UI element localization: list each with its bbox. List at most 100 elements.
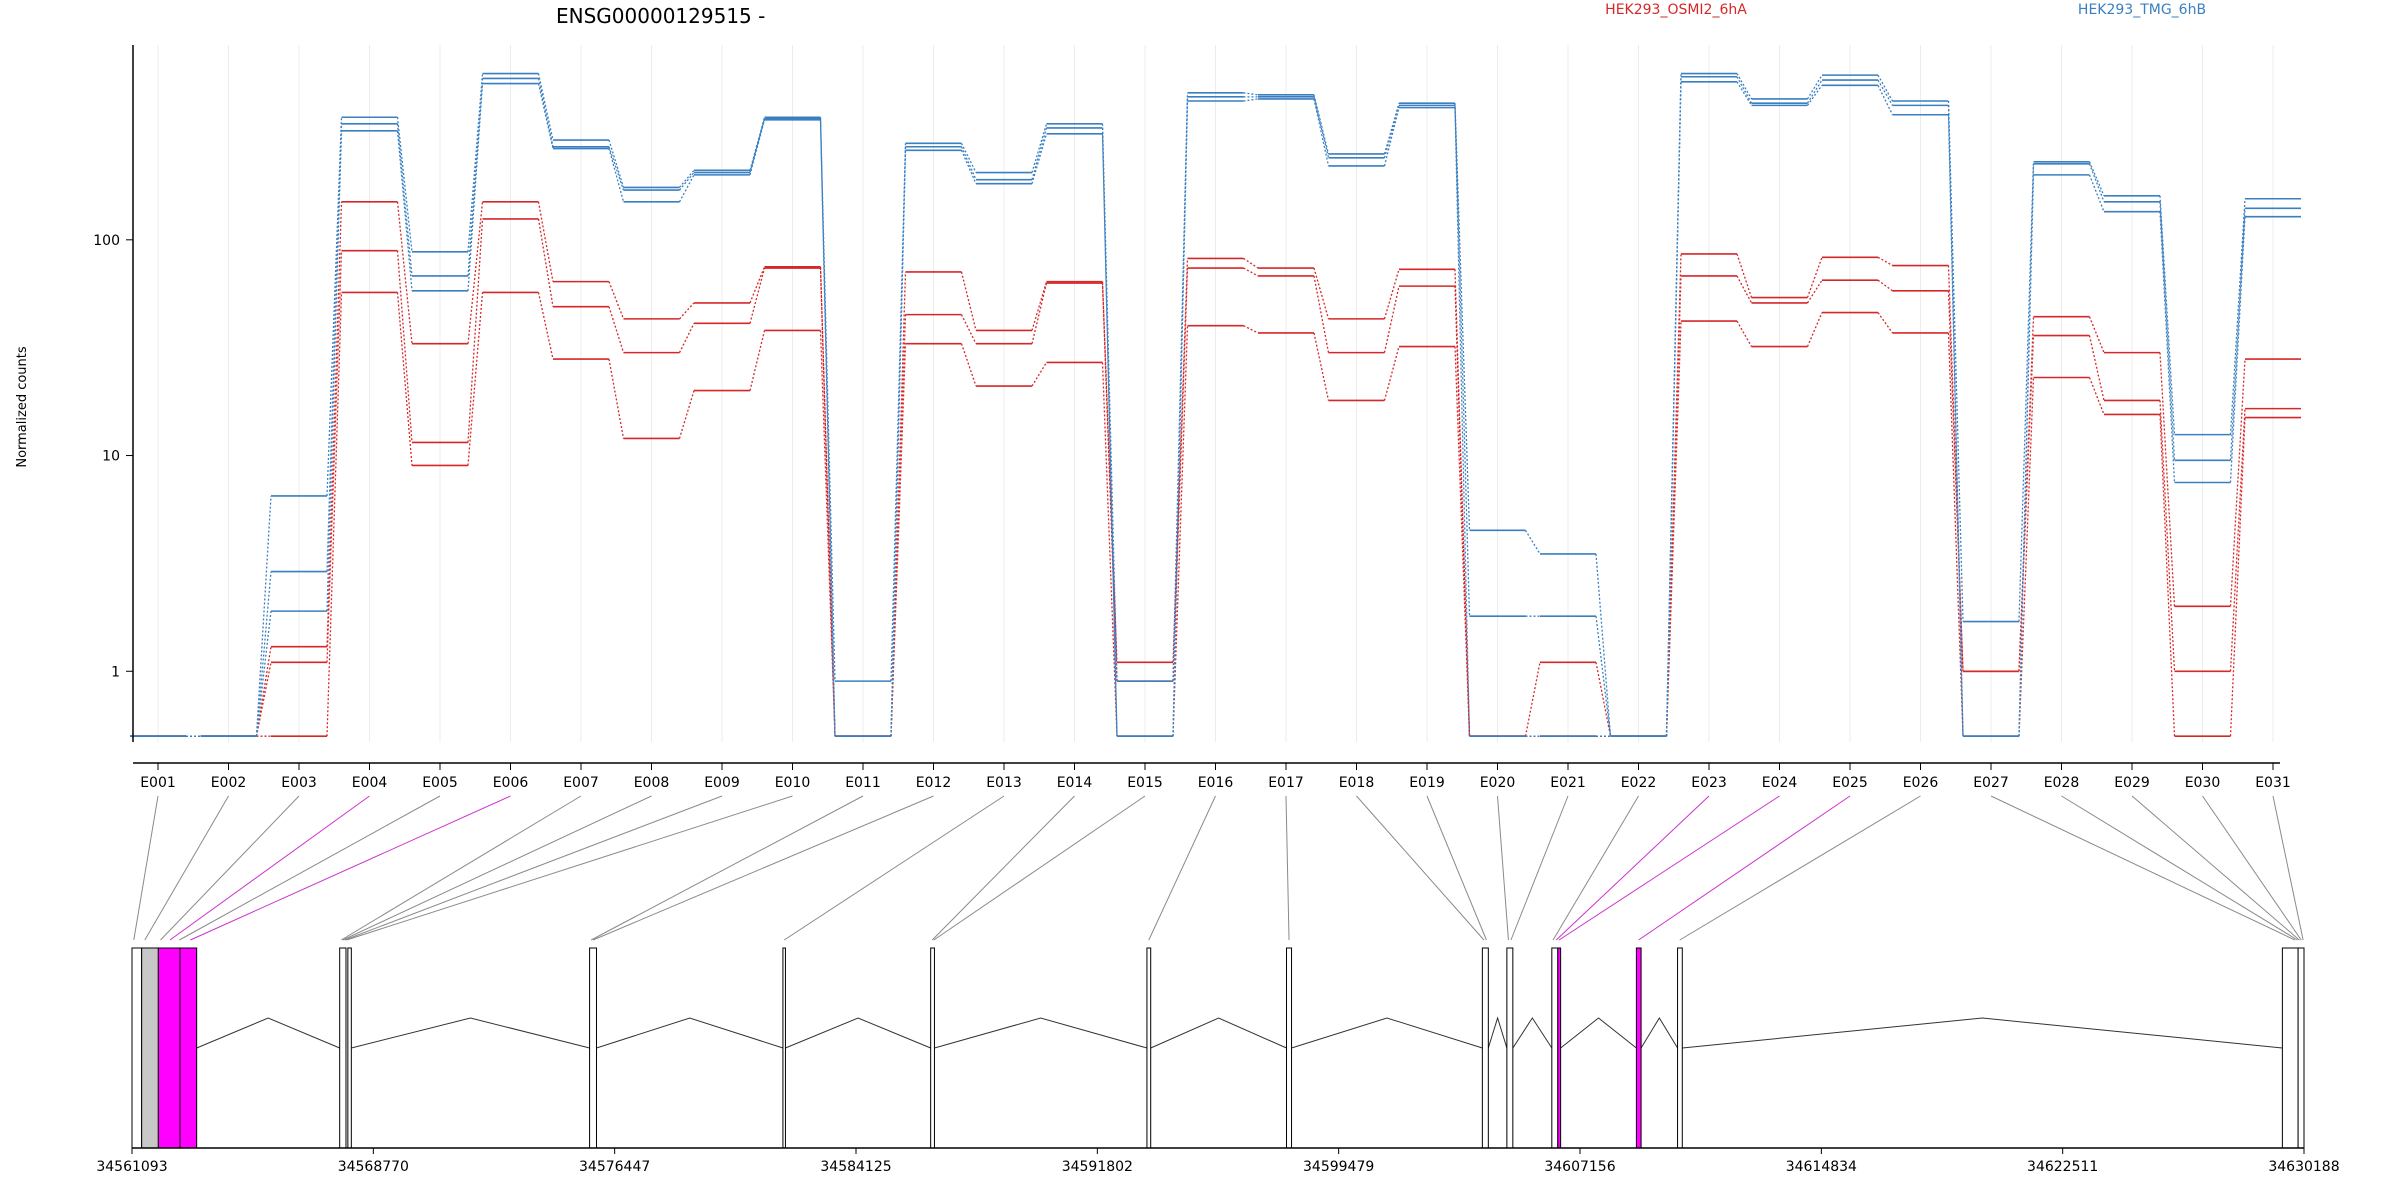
series-6-connector <box>1383 107 1400 167</box>
x-tick-label-e027: E027 <box>1973 775 2009 791</box>
series-4-connector <box>1383 102 1400 155</box>
series-3-connector <box>1172 325 1189 737</box>
exon-block-3 <box>157 947 181 1149</box>
series-6-connector <box>890 150 907 737</box>
connector-e008 <box>342 795 652 941</box>
series-6-connector <box>1665 81 1682 737</box>
connector-e004 <box>169 795 370 941</box>
series-6-connector <box>255 611 272 737</box>
y-tick-label-100: 100 <box>93 233 120 249</box>
genomic-tick-label-3: 34576447 <box>579 1159 650 1175</box>
connector-e010 <box>346 795 793 941</box>
x-tick-label-e015: E015 <box>1127 775 1163 791</box>
vertical-gridlines <box>157 45 2274 742</box>
x-tick-label-e017: E017 <box>1268 775 1304 791</box>
series-4-connector <box>1595 553 1612 737</box>
x-tick-label-e012: E012 <box>916 775 952 791</box>
connector-e011 <box>590 795 864 941</box>
series-3-connector <box>1665 321 1682 737</box>
x-tick-label-e031: E031 <box>2255 775 2291 791</box>
connector-e013 <box>783 795 1005 941</box>
series-3-connector <box>2229 417 2246 737</box>
series-3-connector <box>1806 312 1823 347</box>
exon-block-17 <box>1677 947 1683 1149</box>
series-2-connector <box>2088 335 2105 401</box>
legend-label-osmi2: HEK293_OSMI2_6hA <box>1605 2 1747 18</box>
connector-e024 <box>1558 795 1780 941</box>
series-6-connector <box>2088 174 2105 212</box>
series-3-connector <box>1877 312 1894 334</box>
series-2-connector <box>1877 279 1893 292</box>
series-2-connector <box>960 314 977 344</box>
series-5-connector <box>1595 616 1612 737</box>
connector-e012 <box>592 795 934 941</box>
series-2-connector <box>255 662 272 737</box>
series-5-connector <box>1313 96 1330 158</box>
series-1-connector <box>1877 256 1893 267</box>
series-3-connector <box>1031 362 1048 387</box>
axes-layer <box>132 45 2280 764</box>
series-5-connector <box>1101 127 1118 737</box>
series-2-connector <box>2159 400 2176 672</box>
series-4-connector <box>1806 74 1823 100</box>
series-2-connector <box>2018 335 2035 672</box>
y-ticks: 1 10 100 <box>93 233 133 680</box>
series-6-connector <box>1454 107 1471 737</box>
connector-e023 <box>1555 795 1710 941</box>
series-5-connector <box>819 118 836 737</box>
connector-e016 <box>1148 795 1216 941</box>
series-3-connector <box>678 390 695 439</box>
exon-block-7 <box>589 947 598 1149</box>
connector-e025 <box>1638 795 1851 941</box>
x-tick-label-e005: E005 <box>422 775 458 791</box>
intron-7 <box>596 1017 784 1049</box>
series-1-connector <box>1595 662 1612 737</box>
series-2-connector <box>396 250 413 443</box>
series-1-connector <box>1736 253 1753 298</box>
series-6-connector <box>2229 216 2246 483</box>
intron-9 <box>934 1017 1148 1049</box>
series-5-connector <box>1383 105 1400 158</box>
series-3-connector <box>326 292 343 737</box>
connector-e019 <box>1426 795 1487 941</box>
series-1-connector <box>537 201 554 282</box>
series-5-connector <box>1736 76 1753 104</box>
series-1-connector <box>608 281 625 320</box>
series-4-connector <box>2229 198 2246 435</box>
series-3-connector <box>1313 332 1330 401</box>
series-5-connector <box>1806 79 1823 104</box>
genomic-tick-label-5: 34591802 <box>1062 1159 1133 1175</box>
series-2-connector <box>1243 267 1259 277</box>
genomic-tick-label-6: 34599479 <box>1303 1159 1374 1175</box>
exon-block-2 <box>141 947 159 1149</box>
series-1-connector <box>1524 662 1541 737</box>
x-tick-label-e024: E024 <box>1762 775 1798 791</box>
exon-block-16 <box>1635 947 1642 1149</box>
series-3-connector <box>819 330 836 737</box>
series-3-connector <box>467 292 484 466</box>
series-6-connector <box>1101 133 1118 737</box>
exon-block-14 <box>1551 947 1559 1149</box>
series-5-connector <box>255 571 272 737</box>
connector-e006 <box>190 795 511 941</box>
x-tick-label-e020: E020 <box>1480 775 1516 791</box>
exon-block-13 <box>1506 947 1514 1149</box>
series-1-connector <box>1031 281 1048 331</box>
series-5-connector <box>749 118 766 173</box>
series-4-connector <box>1524 530 1541 555</box>
intron-10 <box>1150 1017 1287 1049</box>
series-5-connector <box>1454 105 1471 617</box>
series-6-connector <box>960 150 977 184</box>
series-5-connector <box>2088 163 2105 203</box>
x-tick-label-e018: E018 <box>1339 775 1375 791</box>
series-3-connector <box>537 292 554 360</box>
connector-e020 <box>1497 795 1509 941</box>
connector-e029 <box>2131 795 2300 941</box>
series-3-connector <box>890 343 907 737</box>
x-tick-label-e014: E014 <box>1057 775 1093 791</box>
series-1-connector <box>749 266 766 304</box>
x-tick-label-e007: E007 <box>563 775 599 791</box>
series-4-connector <box>1454 103 1471 531</box>
connector-e018 <box>1356 795 1485 941</box>
